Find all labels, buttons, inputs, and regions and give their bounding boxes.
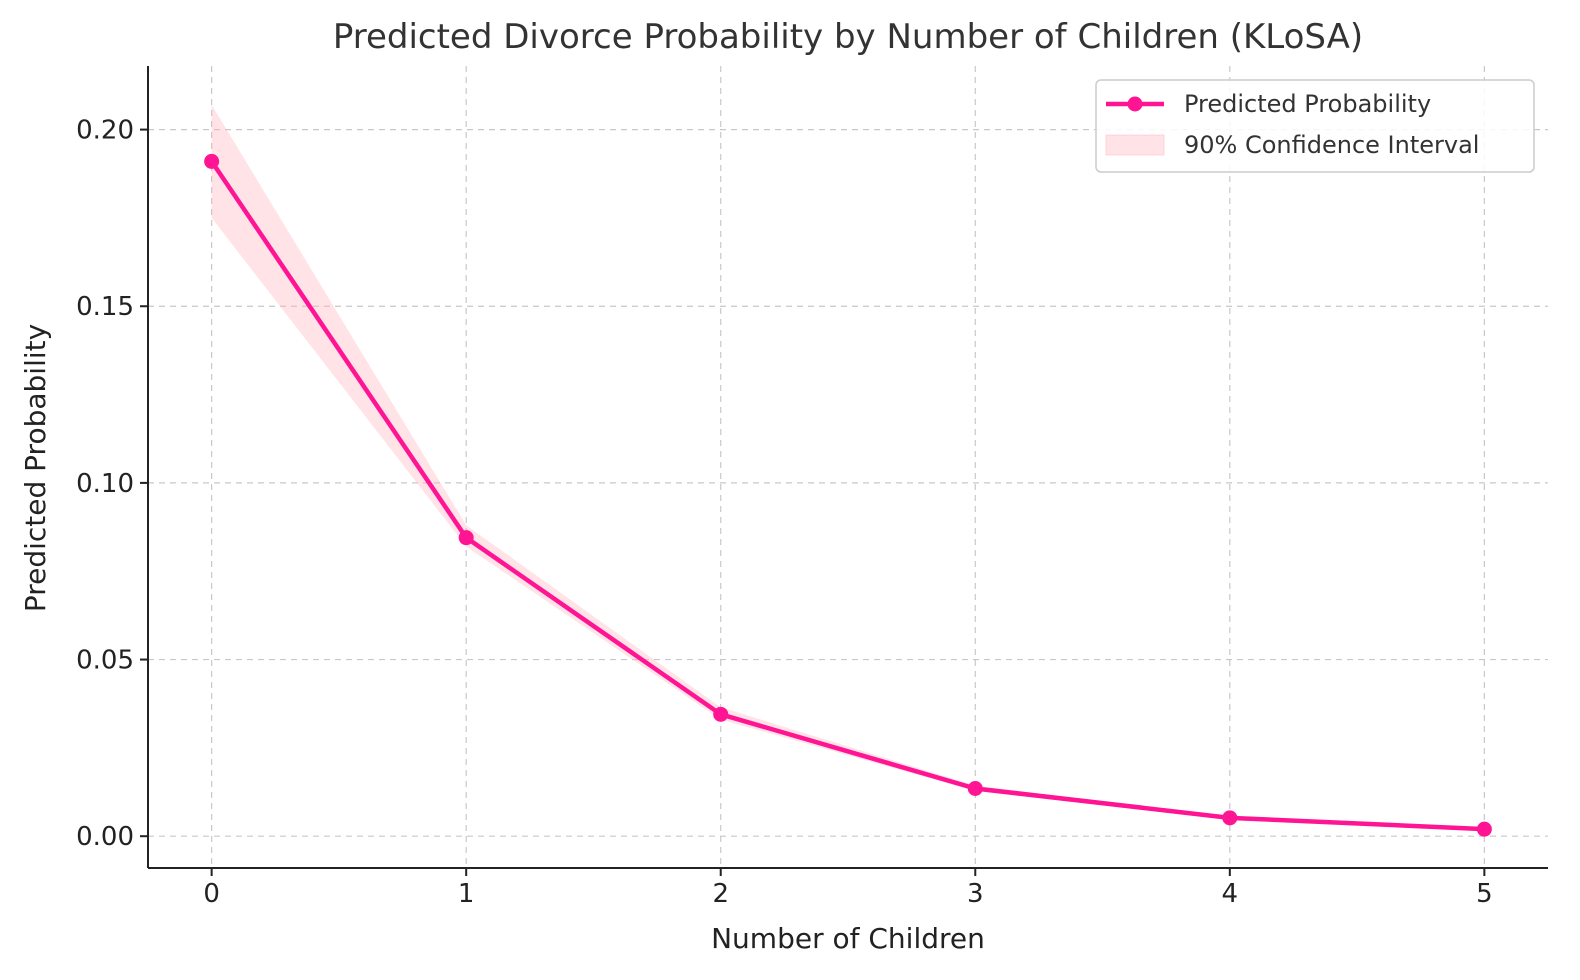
- data-point: [1222, 810, 1238, 826]
- y-axis-label: Predicted Probability: [19, 324, 52, 612]
- y-tick-label: 0.10: [76, 469, 134, 499]
- data-point: [967, 781, 983, 797]
- confidence-band-layer: [211, 104, 1485, 830]
- x-tick-label: 2: [712, 879, 729, 909]
- legend-label: 90% Confidence Interval: [1184, 131, 1479, 159]
- y-tick-label: 0.05: [76, 646, 134, 676]
- chart-title: Predicted Divorce Probability by Number …: [333, 17, 1363, 57]
- y-tick-label: 0.00: [76, 822, 134, 852]
- legend-label: Predicted Probability: [1184, 90, 1431, 118]
- y-tick-label: 0.20: [76, 116, 134, 146]
- y-tick-label: 0.15: [76, 292, 134, 322]
- data-point: [204, 153, 220, 169]
- x-tick-label: 0: [203, 879, 220, 909]
- legend-marker-swatch: [1127, 96, 1143, 112]
- data-point: [1476, 821, 1492, 837]
- axes: 0 1 2 3 4 5 0.00 0.05 0.10 0.15 0.20: [76, 66, 1548, 909]
- x-tick-label: 4: [1222, 879, 1239, 909]
- data-point: [458, 530, 474, 546]
- line-layer: [204, 153, 1492, 837]
- legend-box: [1095, 79, 1535, 173]
- x-tick-label: 1: [458, 879, 475, 909]
- legend: Predicted Probability 90% Confidence Inte…: [1095, 79, 1535, 173]
- legend-band-swatch: [1105, 134, 1165, 156]
- x-tick-label: 3: [967, 879, 984, 909]
- grid: [148, 66, 1548, 868]
- data-point: [713, 706, 729, 722]
- x-tick-label: 5: [1476, 879, 1493, 909]
- confidence-band: [211, 104, 1485, 830]
- x-axis-label: Number of Children: [711, 922, 985, 955]
- series-line: [209, 160, 1485, 832]
